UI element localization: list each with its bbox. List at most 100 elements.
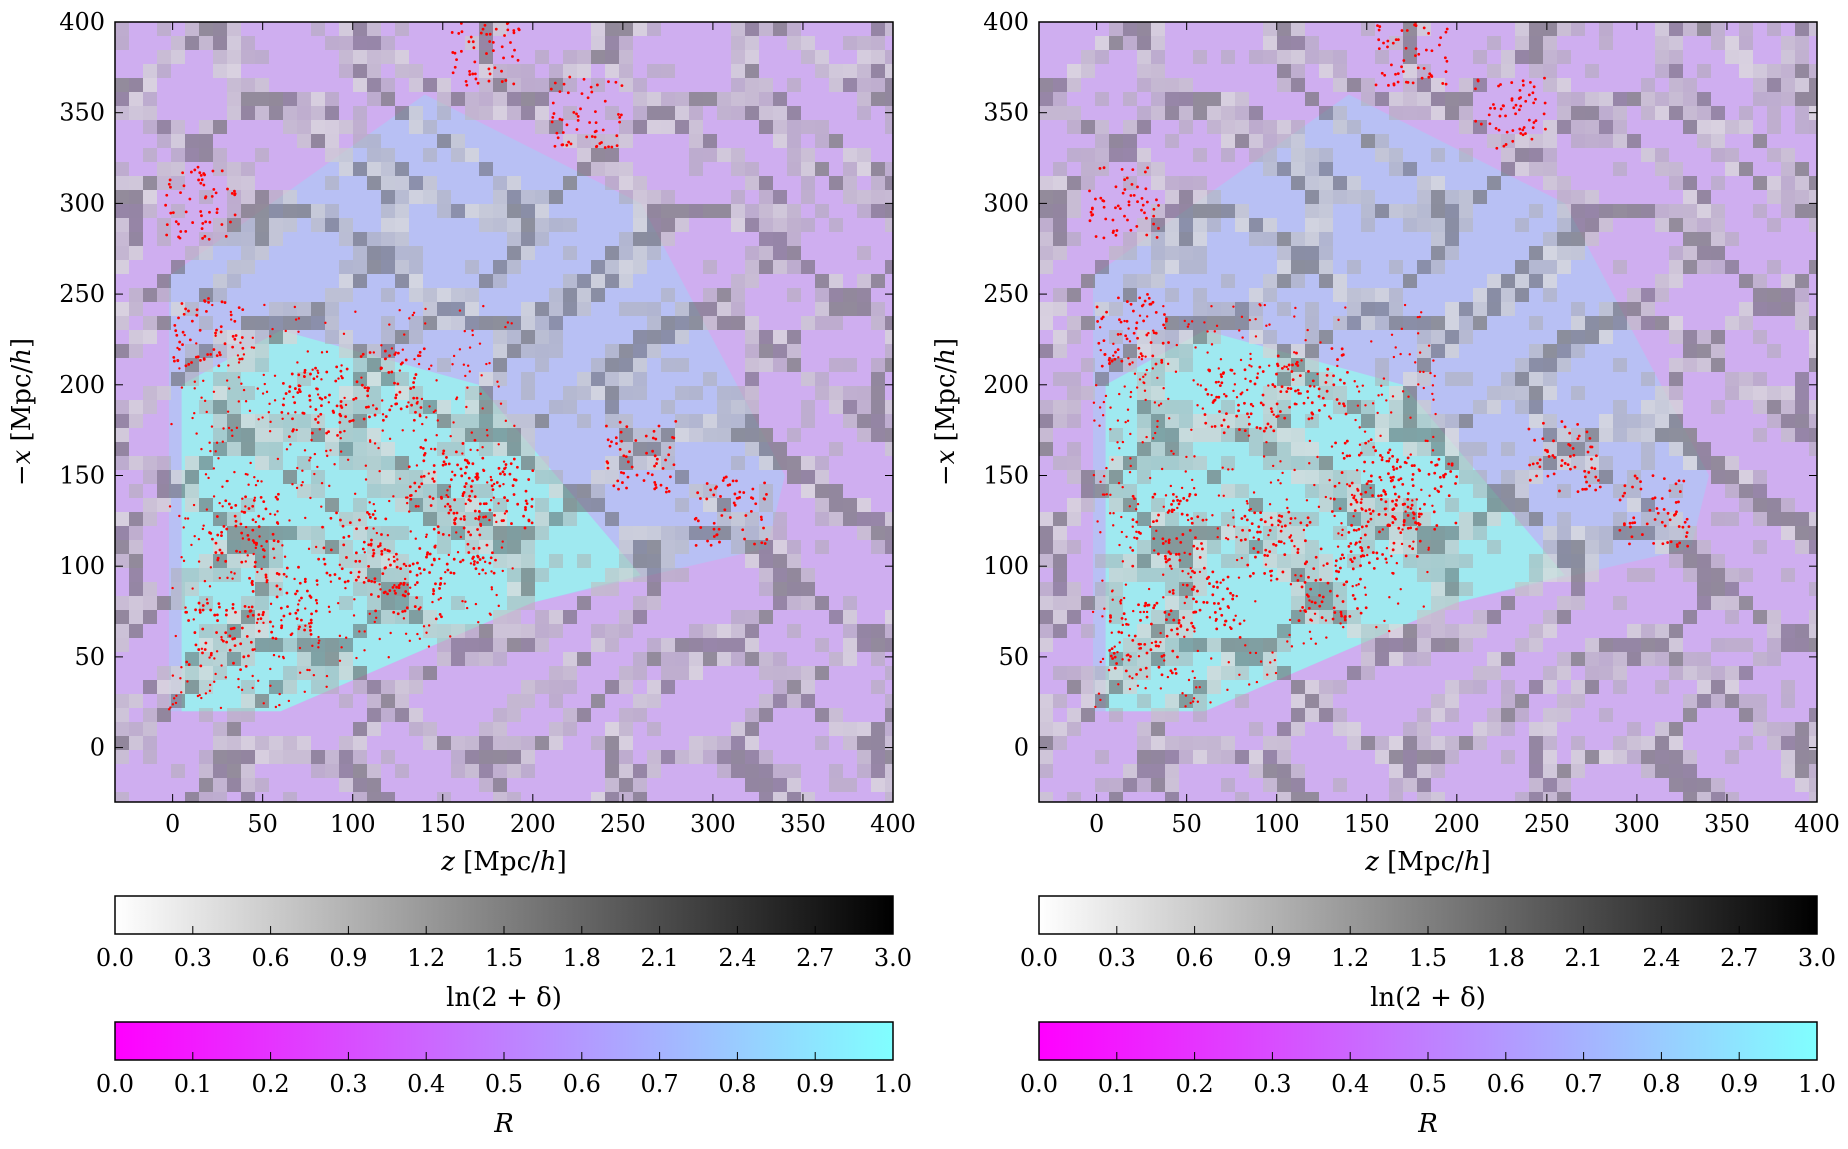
density-cell: [1529, 274, 1543, 288]
density-cell: [395, 190, 409, 204]
galaxy-point: [488, 508, 492, 512]
galaxy-point: [169, 706, 172, 709]
density-cell: [1501, 484, 1515, 498]
galaxy-point: [1286, 387, 1290, 390]
density-cell: [479, 652, 493, 666]
galaxy-point: [461, 599, 464, 603]
density-cell: [1165, 694, 1179, 708]
density-cell: [1249, 106, 1263, 120]
density-cell: [437, 190, 451, 204]
density-cell: [507, 246, 521, 260]
density-cell: [325, 204, 339, 218]
galaxy-point: [608, 444, 612, 448]
galaxy-point: [1371, 551, 1375, 554]
galaxy-point: [191, 221, 195, 224]
galaxy-point: [466, 542, 470, 546]
density-cell: [507, 694, 521, 708]
density-cell: [1627, 204, 1641, 218]
density-cell: [409, 316, 423, 330]
galaxy-point: [260, 544, 263, 548]
density-cell: [185, 344, 199, 358]
density-cell: [1333, 64, 1347, 78]
galaxy-point: [1280, 366, 1284, 370]
galaxy-point: [465, 83, 469, 87]
galaxy-point: [284, 329, 287, 333]
density-cell: [493, 274, 507, 288]
density-cell: [143, 722, 157, 736]
density-cell: [1487, 64, 1501, 78]
galaxy-point: [516, 58, 520, 62]
density-cell: [213, 372, 227, 386]
density-cell: [1137, 666, 1151, 680]
ratio-colorbar-tick-label: 0.7: [641, 1070, 679, 1098]
density-cell: [465, 204, 479, 218]
density-cell: [647, 456, 661, 470]
galaxy-point: [412, 381, 415, 384]
density-cell: [227, 260, 241, 274]
density-cell: [1347, 176, 1361, 190]
density-cell: [1725, 596, 1739, 610]
density-cell: [1305, 540, 1319, 554]
galaxy-point: [205, 410, 208, 414]
density-cell: [493, 638, 507, 652]
density-cell: [1599, 316, 1613, 330]
galaxy-point: [565, 143, 569, 147]
density-cell: [311, 638, 325, 652]
density-cell: [227, 428, 241, 442]
galaxy-point: [402, 562, 406, 566]
density-cell: [1739, 484, 1753, 498]
galaxy-point: [1218, 384, 1222, 388]
density-cell: [479, 274, 493, 288]
density-cell: [1305, 708, 1319, 722]
galaxy-point: [1334, 559, 1338, 563]
density-cell: [1319, 204, 1333, 218]
density-cell: [1053, 218, 1067, 232]
galaxy-point: [320, 505, 323, 508]
density-cell: [1445, 302, 1459, 316]
galaxy-point: [619, 430, 623, 434]
galaxy-point: [263, 549, 266, 552]
density-cell: [269, 106, 283, 120]
galaxy-point: [1165, 618, 1168, 621]
density-cell: [465, 512, 479, 526]
density-cell: [1277, 78, 1291, 92]
density-cell: [605, 64, 619, 78]
galaxy-point: [316, 465, 319, 469]
density-cell: [857, 428, 871, 442]
density-cell: [619, 190, 633, 204]
density-cell: [1039, 218, 1053, 232]
galaxy-point: [398, 477, 402, 480]
density-cell: [1697, 204, 1711, 218]
density-cell: [1641, 148, 1655, 162]
density-cell: [1697, 120, 1711, 134]
density-cell: [1725, 470, 1739, 484]
density-cell: [1767, 64, 1781, 78]
galaxy-point: [489, 499, 493, 502]
density-cell: [619, 764, 633, 778]
density-cell: [157, 50, 171, 64]
density-cell: [843, 162, 857, 176]
density-cell: [815, 540, 829, 554]
galaxy-point: [1359, 564, 1362, 568]
density-cell: [381, 162, 395, 176]
density-cell: [1599, 652, 1613, 666]
galaxy-point: [595, 144, 599, 148]
galaxy-point: [1348, 484, 1352, 488]
density-cell: [1529, 736, 1543, 750]
density-cell: [1277, 624, 1291, 638]
density-cell: [297, 106, 311, 120]
density-cell: [1123, 344, 1137, 358]
galaxy-point: [449, 635, 452, 638]
galaxy-point: [371, 404, 375, 407]
density-cell: [1207, 428, 1221, 442]
galaxy-point: [253, 648, 256, 651]
galaxy-point: [182, 312, 186, 316]
galaxy-point: [182, 526, 185, 529]
density-cell: [1375, 316, 1389, 330]
galaxy-point: [273, 556, 276, 560]
galaxy-point: [388, 437, 392, 441]
density-cell: [1291, 582, 1305, 596]
density-cell: [871, 92, 885, 106]
density-cell: [1207, 414, 1221, 428]
galaxy-point: [314, 609, 318, 613]
